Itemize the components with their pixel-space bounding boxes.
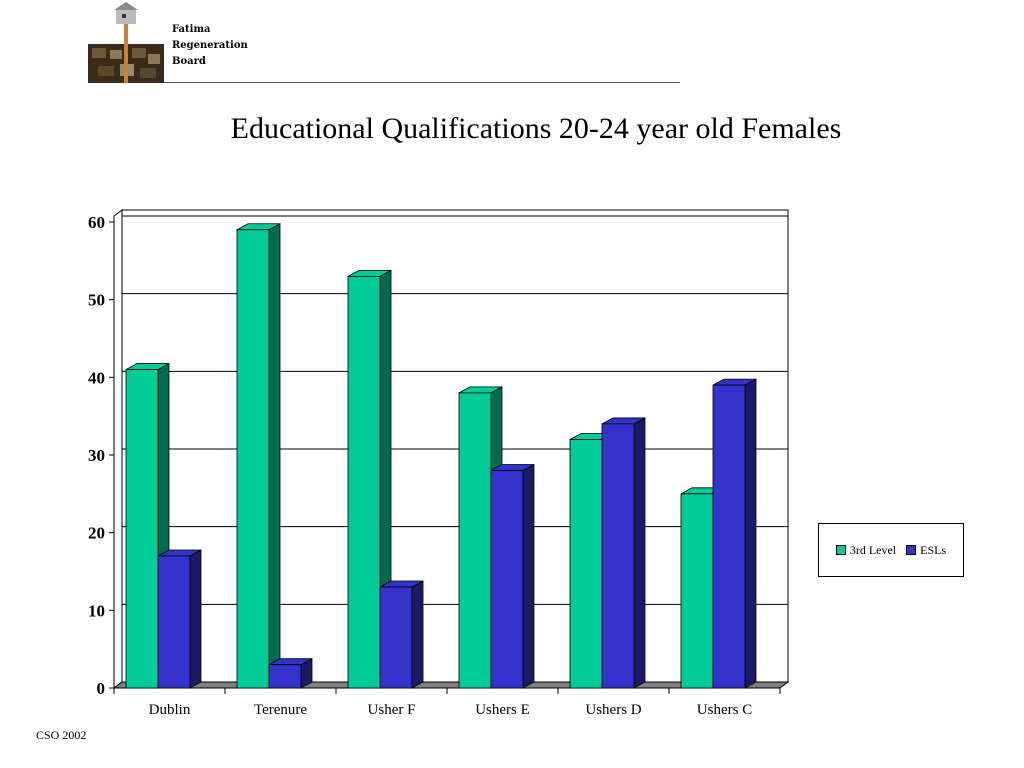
bar-side: [522, 463, 535, 689]
y-tick-label: 40: [88, 368, 105, 387]
header: Fatima Regeneration Board: [88, 0, 680, 84]
logo-birdhouse-icon: [88, 2, 164, 83]
bar: [157, 555, 191, 689]
org-line: Board: [172, 56, 206, 67]
bar-chart: 0 10 20 30 40 50 60 Dublin Terenure Usher F Ushers…: [88, 209, 790, 718]
bar: [712, 384, 746, 689]
bar-side: [633, 417, 646, 689]
y-tick-label: 0: [97, 679, 106, 698]
x-tick-label: Dublin: [149, 702, 191, 718]
x-tick-label: Usher F: [368, 702, 416, 718]
x-tick-label: Ushers D: [585, 702, 641, 718]
legend-item-esls: ESLs: [906, 543, 946, 558]
bar-side: [268, 223, 281, 689]
legend-swatch: [906, 545, 917, 555]
legend-label: 3rd Level: [849, 542, 897, 557]
plot-back-wall: [121, 209, 789, 683]
y-tick-label: 10: [88, 601, 105, 620]
bar: [601, 423, 635, 689]
header-divider: [164, 82, 680, 83]
bar: [236, 229, 270, 689]
legend-item-3rd-level: 3rd Level: [835, 542, 897, 558]
x-tick-label: Terenure: [254, 702, 307, 718]
y-tick-label: 20: [88, 524, 105, 543]
chart-title: Educational Qualifications 20-24 year ol…: [230, 112, 842, 145]
bar: [268, 664, 302, 689]
bar: [458, 392, 492, 689]
y-tick-label: 60: [88, 213, 105, 232]
legend-label: ESLs: [920, 542, 947, 557]
bar-side: [411, 580, 424, 689]
x-tick-label: Ushers C: [697, 702, 752, 718]
bar: [490, 470, 524, 689]
bar: [680, 493, 714, 689]
y-tick-label: 50: [88, 291, 105, 310]
bar: [125, 369, 159, 689]
legend-swatch: [835, 545, 846, 555]
bar: [347, 275, 381, 689]
organisation-name: Fatima Regeneration Board: [172, 22, 248, 70]
bar-side: [744, 378, 757, 689]
source-note: CSO 2002: [36, 728, 87, 742]
bar-side: [189, 549, 202, 689]
chart-legend: 3rd Level ESLs: [818, 523, 964, 577]
y-tick-label: 30: [88, 446, 105, 465]
bar: [379, 586, 413, 689]
org-line: Regeneration: [172, 40, 248, 51]
x-tick-label: Ushers E: [475, 702, 530, 718]
org-line: Fatima: [172, 24, 211, 35]
plot-side-wall: [113, 209, 123, 689]
bar: [569, 439, 603, 689]
